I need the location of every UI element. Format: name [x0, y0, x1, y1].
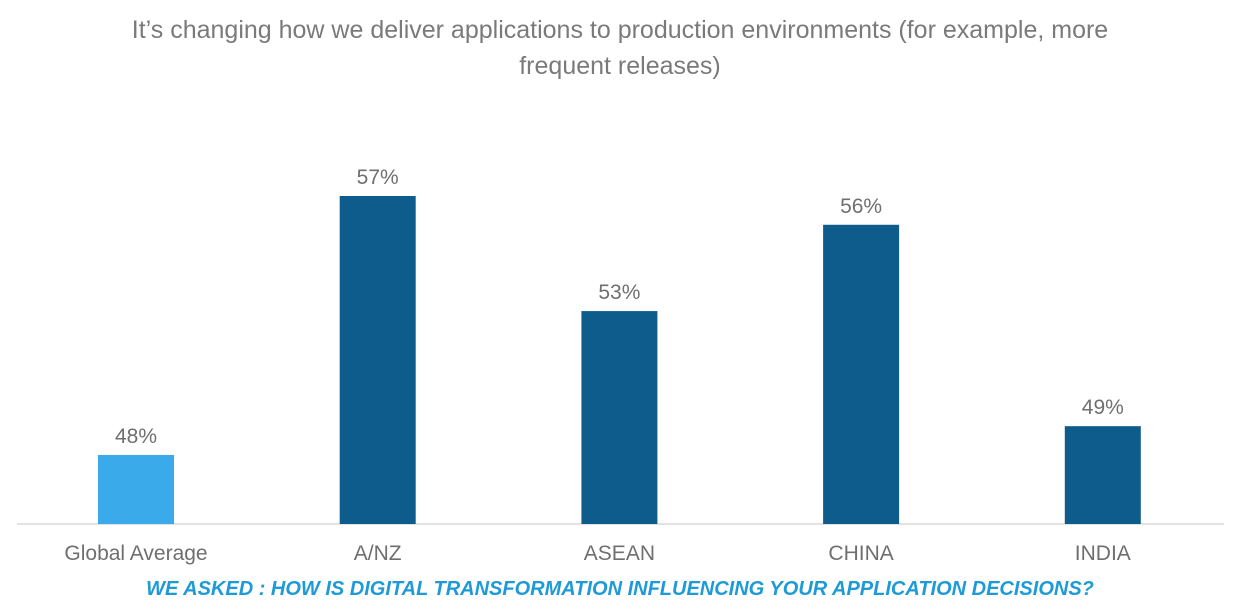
x-tick-label: INDIA: [1075, 542, 1131, 565]
x-tick-label: CHINA: [828, 542, 893, 565]
data-label: 48%: [115, 425, 157, 448]
bar-4: [1064, 426, 1141, 524]
bar-0: [98, 454, 174, 524]
data-label: 49%: [1082, 396, 1124, 419]
bar-1: [339, 196, 416, 524]
x-tick-label: Global Average: [64, 542, 207, 565]
x-tick-label: A/NZ: [354, 542, 402, 565]
chart-title: It’s changing how we deliver application…: [131, 16, 1109, 80]
bar-3: [823, 224, 900, 525]
survey-question-footer: WE ASKED : HOW IS DIGITAL TRANSFORMATION…: [146, 578, 1094, 600]
data-label: 56%: [840, 195, 882, 218]
data-label: 53%: [598, 281, 640, 304]
data-label: 57%: [357, 166, 399, 189]
x-tick-label: ASEAN: [584, 542, 655, 565]
bar-2: [581, 311, 658, 524]
